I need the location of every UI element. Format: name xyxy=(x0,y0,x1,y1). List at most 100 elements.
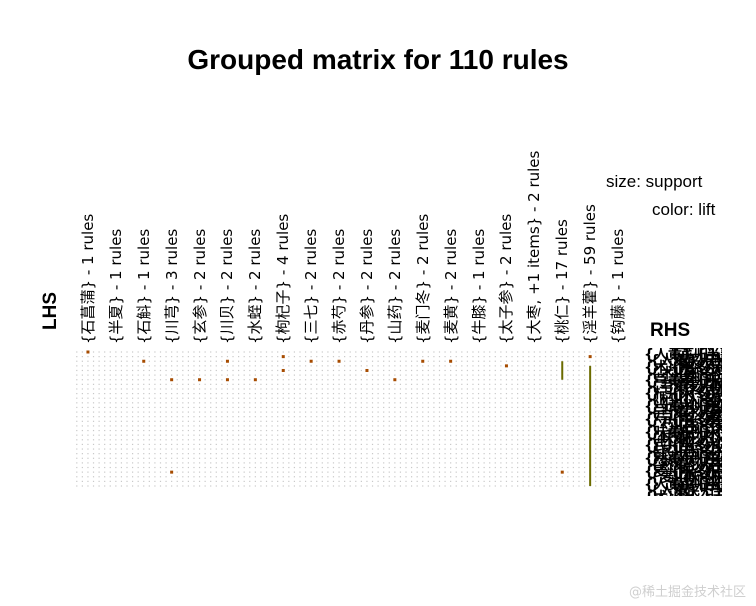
grid-dot xyxy=(405,411,407,413)
grid-dot xyxy=(544,369,547,372)
grid-dot xyxy=(282,397,284,399)
grid-dot xyxy=(578,356,580,358)
grid-dot xyxy=(416,406,418,409)
grid-dot xyxy=(517,462,519,464)
grid-dot xyxy=(193,411,195,413)
grid-dot xyxy=(210,485,212,487)
grid-dot xyxy=(271,369,273,372)
grid-dot xyxy=(455,471,457,473)
grid-dot xyxy=(193,402,195,404)
grid-dot xyxy=(450,356,452,358)
grid-dot xyxy=(466,360,468,362)
grid-dot xyxy=(288,402,290,404)
grid-dot xyxy=(148,383,150,385)
grid-dot xyxy=(221,429,223,432)
grid-dot xyxy=(611,466,614,469)
grid-dot xyxy=(583,480,586,482)
grid-dot xyxy=(450,411,452,413)
grid-dot xyxy=(232,439,234,441)
grid-dot xyxy=(405,466,407,469)
grid-dot xyxy=(533,392,535,395)
grid-dot xyxy=(344,453,346,455)
grid-dot xyxy=(355,453,357,455)
grid-dot xyxy=(159,476,162,478)
grid-dot xyxy=(556,416,558,418)
grid-dot xyxy=(332,397,335,399)
grid-dot xyxy=(600,388,602,390)
grid-dot xyxy=(288,360,290,362)
grid-dot xyxy=(221,406,223,409)
grid-dot xyxy=(254,416,256,418)
grid-dot xyxy=(410,379,413,381)
grid-dot xyxy=(126,351,128,353)
grid-dot xyxy=(500,379,502,381)
grid-dot xyxy=(500,411,502,413)
grid-dot xyxy=(210,360,212,362)
rhs-label: {芪川} xyxy=(650,444,698,460)
grid-dot xyxy=(327,356,329,358)
grid-dot xyxy=(131,480,134,482)
grid-dot xyxy=(232,480,234,482)
grid-dot xyxy=(165,429,167,432)
grid-dot xyxy=(260,388,262,390)
grid-dot xyxy=(193,476,195,478)
grid-dot xyxy=(327,471,329,473)
grid-dot xyxy=(176,374,178,376)
grid-dot xyxy=(539,406,541,409)
grid-dot xyxy=(254,411,256,413)
grid-dot xyxy=(494,356,496,358)
grid-dot xyxy=(137,480,139,482)
grid-dot xyxy=(143,365,145,367)
grid-dot xyxy=(299,453,301,455)
grid-dot xyxy=(254,448,256,450)
grid-dot xyxy=(115,457,117,459)
grid-dot xyxy=(249,402,251,404)
grid-dot xyxy=(120,448,123,450)
grid-dot xyxy=(360,471,362,473)
grid-dot xyxy=(556,425,558,427)
grid-dot xyxy=(316,485,318,487)
grid-dot xyxy=(293,369,296,372)
grid-dot xyxy=(377,360,379,362)
grid-dot xyxy=(466,425,468,427)
rhs-label: {麦杞} xyxy=(696,412,722,428)
grid-dot xyxy=(293,351,296,353)
grid-dot xyxy=(466,351,468,353)
grid-dot xyxy=(422,379,424,381)
grid-dot xyxy=(377,402,379,404)
grid-dot xyxy=(533,379,535,381)
grid-dot xyxy=(410,480,413,482)
grid-dot xyxy=(505,485,508,487)
grid-dot xyxy=(126,411,128,413)
grid-dot xyxy=(578,448,580,450)
grid-dot xyxy=(176,448,178,450)
grid-dot xyxy=(299,402,301,404)
grid-dot xyxy=(104,448,106,450)
grid-dot xyxy=(433,471,435,473)
grid-dot xyxy=(249,356,251,358)
grid-dot xyxy=(595,351,597,353)
grid-dot xyxy=(137,374,139,376)
grid-dot xyxy=(327,383,329,385)
grid-dot xyxy=(204,439,206,441)
grid-dot xyxy=(489,365,491,367)
grid-dot xyxy=(109,448,111,450)
grid-dot xyxy=(567,388,569,390)
grid-dot xyxy=(600,466,602,469)
grid-dot xyxy=(349,471,351,473)
grid-dot xyxy=(271,356,273,358)
grid-dot xyxy=(561,457,563,459)
grid-dot xyxy=(131,411,134,413)
grid-dot xyxy=(444,485,446,487)
grid-dot xyxy=(293,457,296,459)
grid-dot xyxy=(344,402,346,404)
grid-dot xyxy=(567,402,569,404)
grid-dot xyxy=(232,416,234,418)
grid-dot xyxy=(388,434,390,436)
grid-dot xyxy=(489,397,491,399)
grid-dot xyxy=(394,429,396,432)
grid-dot xyxy=(254,406,256,409)
grid-dot xyxy=(137,392,139,395)
grid-dot xyxy=(154,397,156,399)
grid-dot xyxy=(304,383,307,385)
